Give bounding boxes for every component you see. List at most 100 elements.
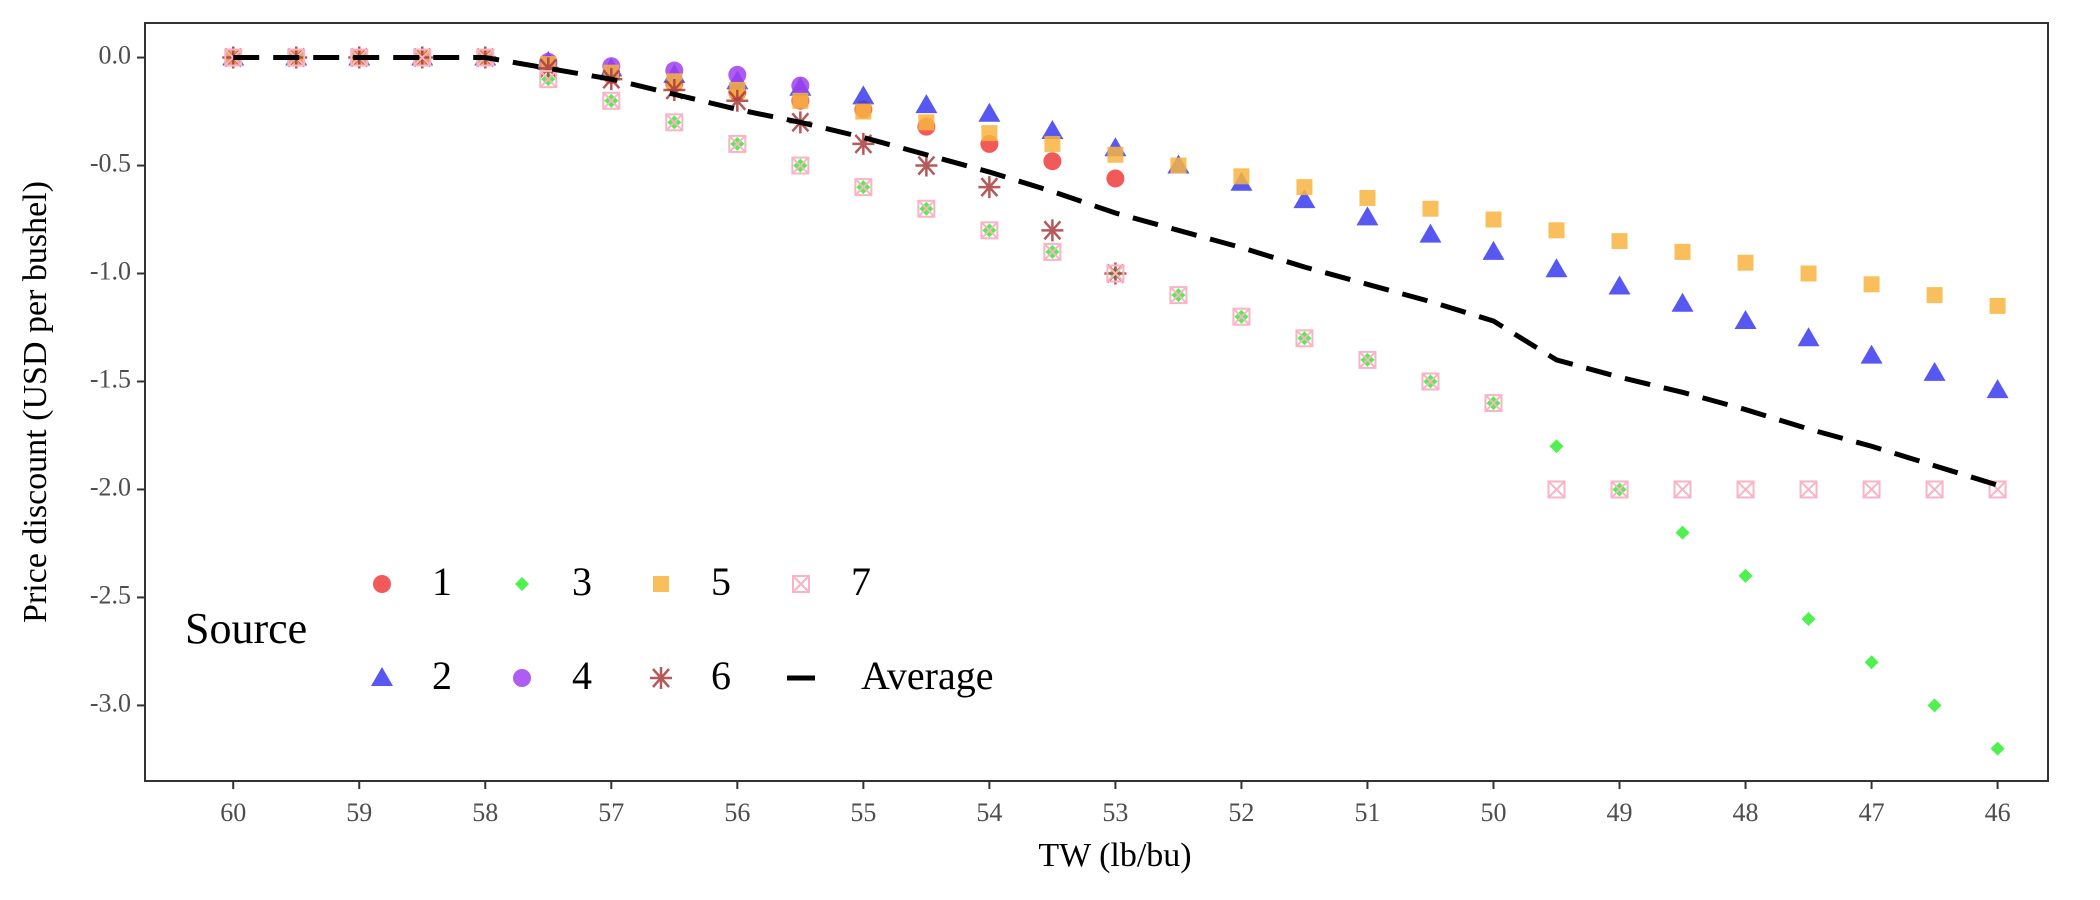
data-point [918, 114, 935, 131]
marker-shape [1295, 329, 1314, 348]
legend-label: 6 [711, 653, 731, 698]
x-tick-label: 57 [598, 798, 624, 827]
marker-shape [650, 667, 672, 689]
marker-shape [1671, 292, 1694, 312]
marker-shape [663, 78, 686, 101]
legend-key [373, 575, 391, 593]
data-point [1359, 189, 1376, 206]
legend-key [650, 667, 672, 689]
data-point [537, 57, 560, 80]
marker-shape [1736, 480, 1755, 499]
data-point [1923, 361, 1946, 381]
legend-key [371, 667, 393, 686]
x-tick-label: 46 [1985, 798, 2011, 827]
x-tick-label: 58 [472, 798, 498, 827]
marker-shape [1043, 242, 1062, 261]
data-point [1737, 254, 1754, 271]
marker-shape [1419, 223, 1442, 243]
marker-shape [1737, 254, 1754, 271]
marker-shape [1799, 480, 1818, 499]
data-point [1296, 179, 1313, 196]
marker-shape [978, 102, 1001, 122]
marker-shape [1611, 233, 1628, 250]
data-point [1044, 135, 1061, 152]
marker-shape [728, 135, 747, 153]
marker-shape [1927, 698, 1942, 713]
legend-label: Average [861, 653, 994, 698]
marker-shape [537, 57, 560, 80]
marker-shape [1734, 310, 1757, 330]
marker-shape [978, 176, 1001, 199]
data-point [1545, 258, 1568, 278]
marker-shape [1422, 200, 1439, 217]
marker-shape [1989, 297, 2006, 314]
data-point [792, 92, 809, 109]
x-axis-title: TW (lb/bu) [1038, 837, 1191, 874]
data-point [978, 102, 1001, 122]
marker-shape [1863, 276, 1880, 293]
data-point [1106, 264, 1125, 283]
x-tick-label: 59 [346, 798, 372, 827]
marker-shape [1860, 344, 1883, 364]
data-point [539, 70, 558, 89]
data-point [726, 89, 749, 112]
y-tick-label: -3.0 [90, 688, 131, 717]
data-point [1421, 372, 1440, 391]
data-point [1358, 350, 1377, 369]
data-point [1862, 480, 1881, 499]
marker-shape [1170, 157, 1187, 174]
y-axis-title: Price discount (USD per bushel) [17, 181, 54, 623]
marker-shape [854, 178, 873, 196]
marker-shape [1547, 480, 1566, 499]
data-point [852, 85, 875, 105]
marker-shape [665, 113, 684, 132]
marker-shape [1043, 152, 1062, 171]
data-point [1547, 480, 1566, 499]
data-point [602, 91, 621, 110]
marker-shape [1106, 264, 1125, 283]
data-point [1738, 568, 1753, 583]
marker-shape [980, 221, 999, 240]
marker-shape [981, 125, 998, 142]
marker-shape [854, 178, 873, 197]
data-point [1106, 169, 1125, 188]
marker-shape [1107, 146, 1124, 163]
marker-shape [1862, 480, 1881, 499]
marker-shape [539, 70, 557, 88]
marker-shape [1988, 480, 2007, 499]
data-point [1295, 329, 1314, 348]
marker-shape [1610, 480, 1629, 499]
x-tick-label: 53 [1102, 798, 1128, 827]
marker-shape [1925, 480, 1944, 499]
marker-shape [1545, 258, 1568, 278]
y-tick-label: -1.5 [90, 364, 131, 393]
data-point [1797, 327, 1820, 347]
data-point [1927, 698, 1942, 713]
marker-shape [1736, 480, 1755, 499]
marker-shape [792, 92, 809, 109]
data-point [1043, 152, 1062, 171]
data-point [1989, 297, 2006, 314]
data-point [1801, 612, 1816, 627]
data-point [1233, 168, 1250, 185]
marker-shape [791, 156, 810, 175]
data-point [855, 103, 872, 120]
data-point [981, 125, 998, 142]
marker-shape [373, 575, 391, 593]
y-tick-label: -2.5 [90, 580, 131, 609]
marker-shape [918, 114, 935, 131]
data-point [1799, 480, 1818, 499]
marker-shape [792, 575, 810, 593]
marker-shape [792, 575, 810, 593]
marker-shape [1800, 265, 1817, 282]
data-point [915, 154, 938, 177]
x-tick-label: 52 [1228, 798, 1254, 827]
marker-shape [1232, 307, 1251, 326]
marker-shape [728, 134, 747, 153]
marker-shape [1232, 307, 1251, 326]
data-point [915, 94, 938, 114]
data-point [917, 199, 936, 218]
marker-shape [791, 156, 810, 175]
data-point [1232, 307, 1251, 326]
